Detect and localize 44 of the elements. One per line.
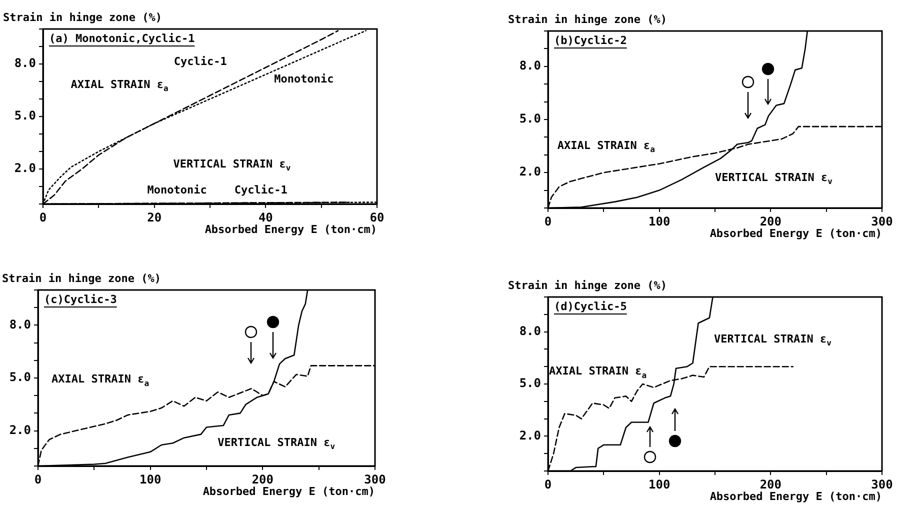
x-tick-label: 100 [648, 214, 670, 228]
chart-title: (a) Monotonic,Cyclic-1 [49, 32, 196, 45]
x-tick-label: 0 [39, 210, 47, 224]
x-tick-label: 20 [147, 210, 162, 224]
y-tick-label: 8.0 [9, 317, 31, 332]
y-tick-label: 5.0 [519, 112, 541, 126]
y-tick-label: 8.0 [14, 56, 36, 70]
x-axis-title: Absorbed Energy E (ton·cm) [710, 227, 882, 240]
chart-title: (c)Cyclic-3 [44, 292, 117, 306]
annotation: Cyclic-1 [174, 55, 228, 68]
y-tick-label: 8.0 [519, 58, 541, 73]
y-tick-label: 2.0 [519, 428, 541, 442]
annotation: Cyclic-1 [234, 184, 288, 197]
x-tick-label: 200 [252, 472, 274, 486]
y-axis-title: Strain in hinge zone (%) [2, 272, 161, 285]
x-tick-label: 0 [34, 472, 42, 486]
x-tick-label: 200 [760, 214, 782, 228]
x-tick-label: 300 [871, 477, 893, 492]
x-axis-title: Absorbed Energy E (ton·cm) [710, 490, 882, 503]
y-axis-title: Strain in hinge zone (%) [508, 13, 667, 26]
y-tick-label: 5.0 [14, 108, 36, 123]
x-tick-label: 100 [648, 477, 670, 492]
y-axis-title: Strain in hinge zone (%) [3, 11, 162, 24]
y-axis-title: Strain in hinge zone (%) [508, 279, 667, 292]
annotation: Monotonic [147, 184, 207, 197]
x-tick-label: 200 [760, 477, 782, 492]
y-tick-label: 8.0 [519, 324, 541, 338]
x-tick-label: 100 [139, 472, 162, 486]
y-tick-label: 2.0 [519, 164, 541, 179]
y-tick-label: 5.0 [9, 370, 31, 384]
y-tick-label: 2.0 [14, 161, 36, 176]
x-tick-label: 40 [258, 210, 273, 224]
x-tick-label: 0 [544, 477, 552, 492]
chart-title: (d)Cyclic-5 [554, 300, 627, 313]
annotation: Monotonic [274, 72, 334, 86]
y-tick-label: 5.0 [519, 376, 541, 390]
x-tick-label: 0 [544, 214, 552, 228]
y-tick-label: 2.0 [9, 422, 31, 437]
x-tick-label: 300 [871, 214, 893, 228]
x-tick-label: 60 [370, 210, 384, 224]
x-tick-label: 300 [364, 472, 386, 486]
chart-title: (b)Cyclic-2 [554, 34, 627, 47]
x-axis-title: Absorbed Energy E (ton·cm) [202, 485, 375, 498]
x-axis-title: Absorbed Energy E (ton·cm) [204, 223, 377, 236]
